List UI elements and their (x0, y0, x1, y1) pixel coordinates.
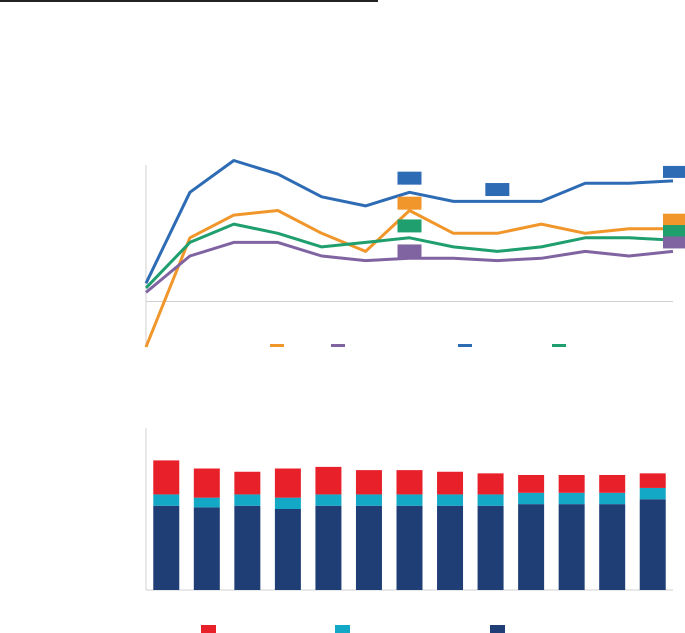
line-series-2 (144, 209, 673, 348)
bar-segment-6-2 (355, 494, 382, 506)
bar-segment-1-3 (153, 460, 180, 495)
line-legend-swatch-3 (458, 344, 472, 347)
bar-segment-1-2 (153, 494, 180, 506)
line-legend-swatch-4 (552, 344, 566, 347)
bar-segment-8-2 (437, 494, 464, 506)
bar-segment-7-2 (396, 494, 423, 506)
annotation-marker-1 (397, 171, 422, 185)
bar-segment-12-1 (599, 504, 626, 590)
bar-segment-12-3 (599, 474, 626, 493)
bar-segment-11-2 (558, 492, 585, 505)
bar-segment-4-2 (274, 497, 301, 509)
bar-segment-12-2 (599, 492, 626, 505)
end-marker-1 (663, 165, 685, 178)
annotation-marker-2 (397, 196, 422, 210)
bar-segment-11-1 (558, 504, 585, 590)
bar-segment-13-1 (639, 499, 666, 590)
bar-segment-1-1 (153, 505, 180, 590)
bar-segment-2-1 (193, 507, 220, 590)
bar-segment-5-1 (315, 505, 342, 590)
line-legend-swatch-1 (270, 344, 284, 347)
bar-segment-5-3 (315, 466, 342, 495)
bar-segment-5-2 (315, 494, 342, 506)
bar-segment-11-3 (558, 474, 585, 493)
bar-segment-10-2 (518, 492, 545, 505)
bar-segment-8-1 (437, 505, 464, 590)
bar-segment-9-2 (477, 494, 504, 506)
bar-segment-6-1 (355, 505, 382, 590)
bar-legend-swatch-2 (335, 625, 350, 633)
end-marker-3 (663, 225, 685, 238)
annotation-marker-3 (397, 219, 422, 233)
bar-segment-4-3 (274, 468, 301, 498)
end-marker-4 (663, 236, 685, 249)
bar-segment-9-1 (477, 505, 504, 590)
bar-segment-3-2 (234, 494, 261, 506)
bar-segment-6-3 (355, 470, 382, 495)
bar-segment-10-1 (518, 504, 545, 590)
bar-segment-3-1 (234, 505, 261, 590)
bar-segment-9-3 (477, 473, 504, 495)
bar-segment-2-3 (193, 468, 220, 498)
bar-legend-swatch-3 (490, 625, 505, 633)
line-series-1 (144, 159, 674, 284)
bar-segment-7-3 (396, 470, 423, 495)
bar-segment-3-3 (234, 471, 261, 495)
annotation-marker-5 (485, 183, 510, 197)
bar-segment-13-2 (639, 487, 666, 500)
line-series-4 (145, 240, 674, 294)
line-legend-swatch-2 (331, 344, 345, 347)
line-chart (144, 159, 685, 348)
bar-segment-13-3 (639, 473, 666, 488)
annotation-marker-4 (397, 244, 422, 258)
bar-legend-swatch-1 (201, 625, 216, 633)
line-series-3 (144, 222, 674, 289)
bar-segment-8-3 (437, 471, 464, 495)
stacked-bar-chart (145, 428, 673, 633)
bar-segment-7-1 (396, 505, 423, 590)
bar-segment-4-1 (274, 509, 301, 590)
end-marker-2 (663, 213, 685, 226)
bar-segment-2-2 (193, 497, 220, 508)
bar-segment-10-3 (518, 474, 545, 493)
